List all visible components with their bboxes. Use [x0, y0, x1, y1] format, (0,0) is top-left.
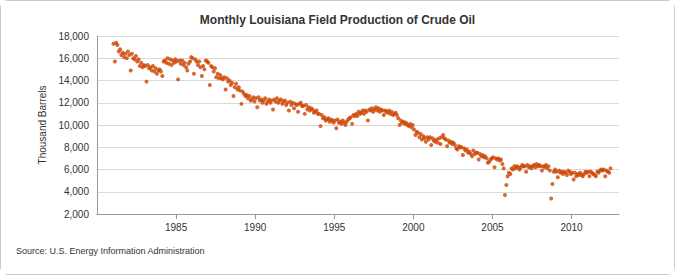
svg-text:16,000: 16,000: [58, 53, 89, 64]
svg-text:Monthly Louisiana Field Produc: Monthly Louisiana Field Production of Cr…: [200, 13, 475, 27]
svg-text:1990: 1990: [244, 222, 267, 233]
svg-text:1985: 1985: [165, 222, 188, 233]
svg-text:Source: U.S. Energy Informatio: Source: U.S. Energy Information Administ…: [16, 246, 205, 256]
svg-text:8,000: 8,000: [64, 142, 89, 153]
svg-text:Thousand Barrels: Thousand Barrels: [37, 86, 48, 165]
svg-text:4,000: 4,000: [64, 186, 89, 197]
svg-text:10,000: 10,000: [58, 120, 89, 131]
svg-text:2,000: 2,000: [64, 209, 89, 220]
svg-text:18,000: 18,000: [58, 31, 89, 42]
svg-text:1995: 1995: [323, 222, 346, 233]
svg-text:2010: 2010: [560, 222, 583, 233]
svg-text:2005: 2005: [481, 222, 504, 233]
svg-text:12,000: 12,000: [58, 97, 89, 108]
svg-text:2000: 2000: [402, 222, 425, 233]
svg-text:14,000: 14,000: [58, 75, 89, 86]
svg-text:6,000: 6,000: [64, 164, 89, 175]
